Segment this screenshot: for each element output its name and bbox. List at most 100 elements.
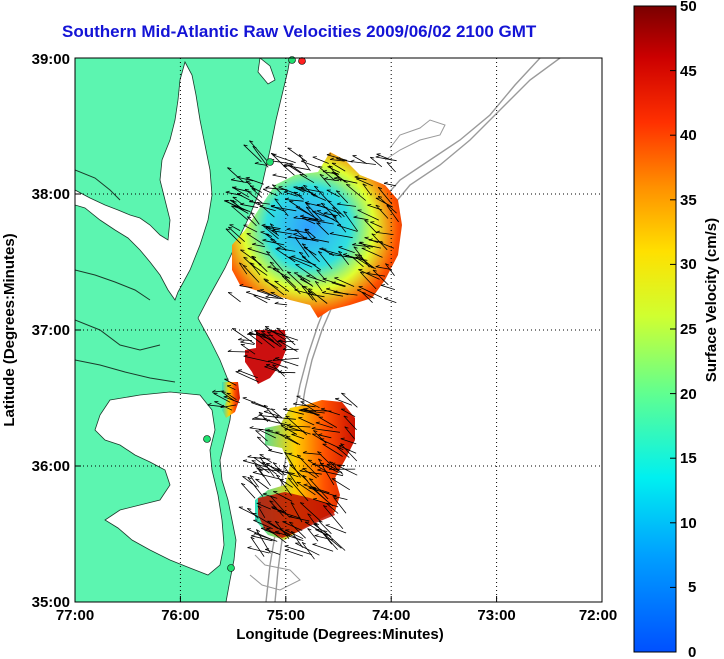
velocity-arrow	[251, 256, 268, 272]
velocity-arrowhead	[270, 223, 274, 226]
velocity-arrowhead	[383, 181, 388, 184]
velocity-arrowhead	[245, 180, 250, 183]
velocity-arrow	[257, 505, 266, 519]
velocity-arrowhead	[330, 157, 335, 160]
velocity-arrowhead	[255, 430, 260, 432]
velocity-arrowhead	[329, 252, 334, 255]
velocity-arrowhead	[272, 184, 277, 187]
velocity-arrow	[315, 422, 333, 429]
velocity-arrow	[223, 396, 240, 403]
velocity-arrowhead	[256, 502, 261, 504]
velocity-arrowhead	[332, 214, 337, 218]
velocity-arrow	[249, 332, 274, 341]
velocity-arrow	[352, 244, 373, 248]
velocity-arrow	[358, 286, 383, 298]
velocity-arrowhead	[322, 290, 327, 293]
velocity-arrow	[287, 477, 309, 502]
velocity-arrow	[272, 268, 291, 279]
velocity-arrow	[311, 238, 330, 243]
velocity-arrow	[314, 281, 323, 292]
velocity-arrowhead	[263, 278, 268, 280]
velocity-arrowhead	[284, 548, 289, 551]
velocity-arrowhead	[307, 528, 312, 531]
velocity-arrow	[341, 408, 356, 418]
velocity-arrow	[320, 408, 341, 416]
velocity-arrow	[324, 178, 340, 182]
velocity-arrowhead	[243, 354, 248, 357]
velocity-arrow	[380, 284, 396, 290]
velocity-arrow	[253, 457, 277, 475]
velocity-arrow	[270, 160, 293, 165]
velocity-arrow	[361, 291, 373, 303]
velocity-arrow	[300, 401, 317, 413]
x-tick-label: 77:00	[56, 607, 94, 624]
velocity-arrow	[378, 241, 395, 249]
velocity-arrowhead	[293, 191, 298, 194]
velocity-arrow	[251, 402, 272, 410]
velocity-arrowhead	[249, 331, 254, 333]
velocity-arrowhead	[338, 250, 343, 254]
velocity-arrow	[341, 392, 358, 408]
velocity-arrow	[250, 263, 268, 276]
velocity-arrow	[288, 256, 313, 268]
velocity-arrowhead	[303, 184, 308, 187]
velocity-arrowhead	[242, 397, 247, 399]
velocity-arrow	[283, 165, 295, 176]
velocity-arrow	[272, 174, 287, 179]
velocity-arrow	[308, 288, 328, 304]
velocity-arrow	[302, 468, 317, 479]
velocity-arrow	[344, 426, 355, 439]
velocity-arrowhead	[243, 459, 248, 462]
velocity-arrowhead	[316, 203, 321, 206]
velocity-arrow	[343, 415, 357, 431]
velocity-arrowhead	[271, 408, 276, 410]
colorbar-tick-label: 0	[688, 644, 696, 659]
velocity-arrow	[317, 251, 333, 270]
velocity-arrowhead	[250, 536, 255, 540]
velocity-arrowhead	[287, 235, 292, 238]
velocity-arrowhead	[242, 476, 247, 478]
velocity-arrow	[207, 404, 224, 408]
velocity-arrow	[370, 221, 383, 228]
velocity-arrowhead	[283, 163, 288, 166]
velocity-arrow	[256, 468, 279, 472]
velocity-arrow	[239, 285, 253, 289]
velocity-arrowhead	[299, 469, 304, 472]
velocity-arrowhead	[343, 415, 348, 418]
velocity-arrow	[338, 445, 357, 454]
velocity-arrow	[384, 298, 397, 303]
velocity-arrowhead	[364, 219, 369, 222]
velocity-arrowhead	[293, 233, 298, 235]
colorbar-tick-label: 5	[688, 579, 696, 596]
velocity-arrowhead	[263, 225, 268, 228]
velocity-arrow	[302, 452, 322, 455]
velocity-arrow	[372, 269, 389, 286]
station-marker	[227, 564, 235, 572]
velocity-arrowhead	[314, 185, 319, 188]
colorbar-tick-label: 30	[680, 256, 697, 273]
velocity-arrow	[307, 528, 319, 542]
velocity-arrowhead	[371, 233, 376, 236]
velocity-arrow	[251, 188, 263, 198]
velocity-arrow	[289, 521, 306, 539]
velocity-arrowhead	[269, 500, 274, 503]
velocity-arrowhead	[323, 505, 328, 508]
velocity-arrow	[298, 417, 315, 426]
axis-ticks	[75, 193, 498, 602]
velocity-arrow	[266, 527, 286, 543]
velocity-arrow	[256, 502, 271, 510]
velocity-arrow	[319, 463, 340, 474]
velocity-arrow	[274, 198, 289, 217]
velocity-arrow	[322, 292, 344, 297]
x-tick-label: 75:00	[267, 607, 305, 624]
velocity-arrow	[314, 522, 333, 545]
velocity-arrowhead	[263, 410, 268, 412]
velocity-arrow	[282, 521, 303, 531]
velocity-arrow	[268, 450, 283, 455]
velocity-arrow	[246, 291, 271, 301]
velocity-arrowhead	[258, 411, 263, 414]
velocity-arrowhead	[333, 290, 338, 293]
page-title: Southern Mid-Atlantic Raw Velocities 200…	[62, 22, 537, 41]
velocity-arrowhead	[287, 477, 293, 480]
velocity-arrow	[265, 549, 281, 555]
